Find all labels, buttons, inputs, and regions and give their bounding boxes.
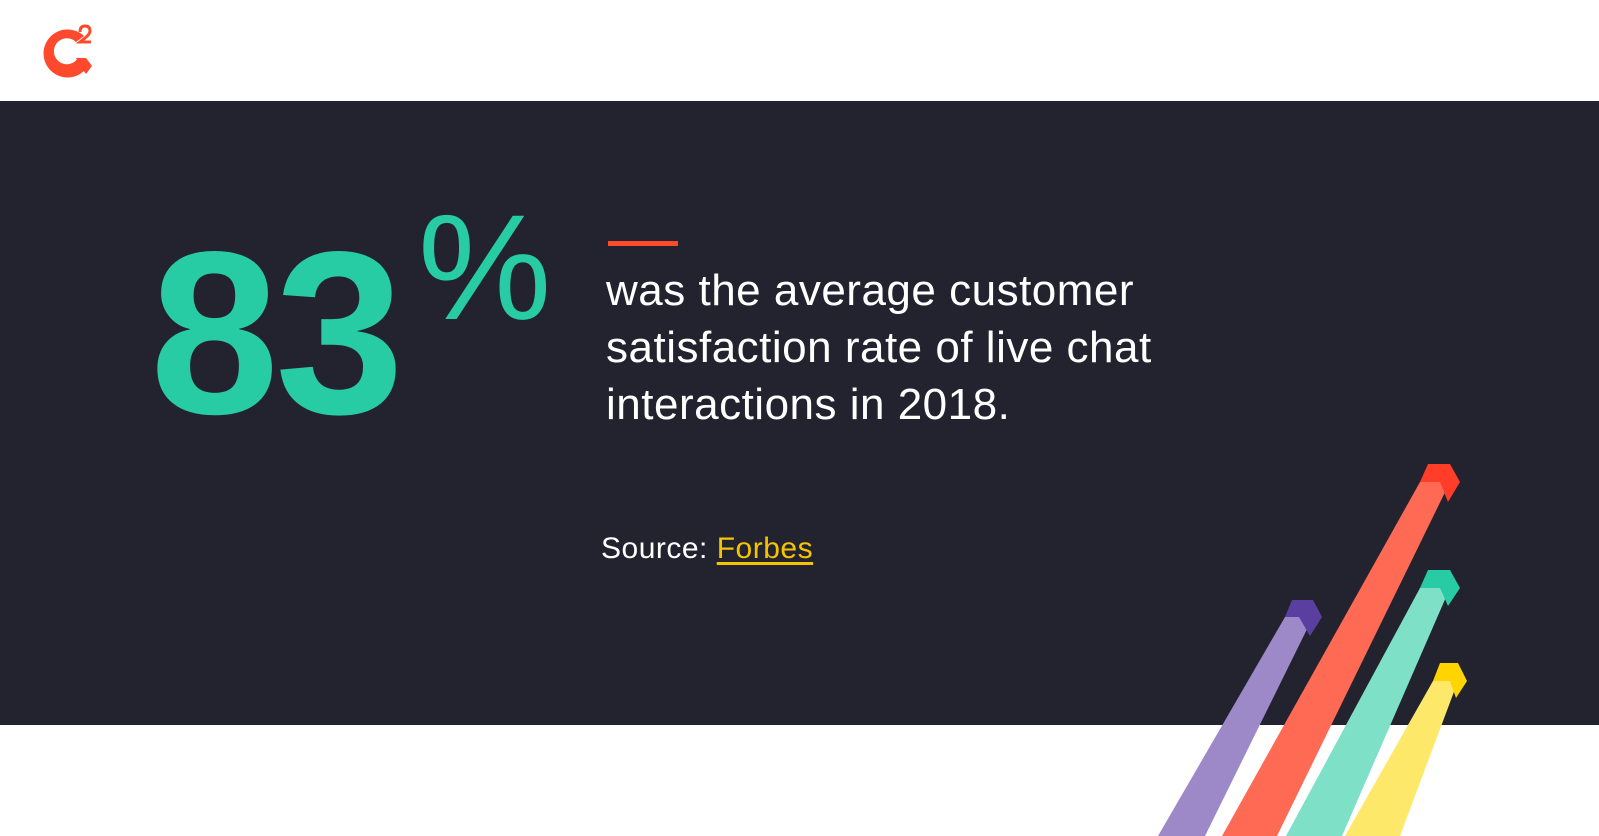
- stripe-cap: [1433, 663, 1467, 698]
- stat-number: 83: [150, 204, 404, 463]
- stripe-teal: [1286, 588, 1450, 836]
- stripe-yellow: [1345, 681, 1458, 836]
- stripe-cap: [1420, 464, 1460, 502]
- description-line: satisfaction rate of live chat: [606, 323, 1152, 372]
- logo-two: [75, 24, 92, 44]
- source: Source: Forbes: [601, 532, 813, 566]
- accent-dash: [608, 241, 678, 246]
- description-line: interactions in 2018.: [606, 380, 1011, 429]
- stripe-cap: [1420, 570, 1460, 606]
- stripe-red: [1222, 482, 1450, 836]
- stripes: [1158, 464, 1467, 836]
- dark-banner: [0, 101, 1599, 725]
- description: was the average customer satisfaction ra…: [606, 262, 1152, 433]
- logo: [43, 24, 92, 78]
- logo-mark: [76, 58, 92, 74]
- stripe-purple: [1158, 617, 1313, 836]
- stat-unit: %: [418, 183, 552, 351]
- stripe-cap: [1285, 600, 1322, 636]
- description-line: was the average customer: [606, 266, 1135, 315]
- logo-g: [43, 29, 88, 78]
- source-link[interactable]: Forbes: [716, 532, 814, 565]
- source-label: Source:: [601, 532, 708, 565]
